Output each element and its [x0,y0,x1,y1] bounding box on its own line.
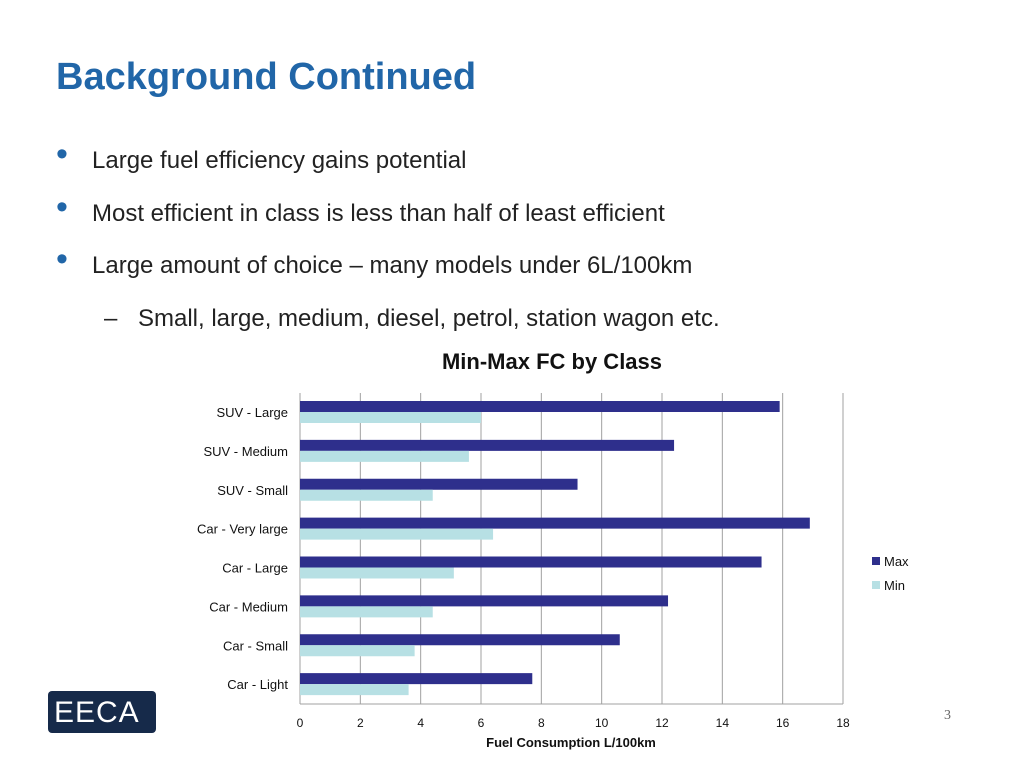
bar-min [300,412,481,423]
bar-max [300,634,620,646]
bar-min [300,684,409,696]
bar-max [300,517,810,529]
bullet-dot: • [56,135,68,173]
x-tick-label: 0 [297,716,304,730]
category-label: SUV - Small [217,483,288,498]
bullet-text: Large fuel efficiency gains potential [92,147,467,174]
category-label: SUV - Large [216,405,288,420]
category-label: Car - Medium [209,599,288,614]
bullet-dot: • [56,240,68,278]
legend-swatch [872,581,880,589]
category-label: SUV - Medium [203,444,288,459]
bar-min [300,567,454,579]
x-tick-label: 18 [836,716,850,730]
bar-max [300,556,762,568]
bullet-text: Most efficient in class is less than hal… [92,200,665,227]
category-label: Car - Large [222,561,288,576]
dash-marker: – [104,305,118,332]
bar-min [300,450,469,462]
slide-title: Background Continued [56,56,477,98]
bar-max [300,439,675,451]
legend-swatch [872,557,880,565]
bullet-text: Large amount of choice – many models und… [92,252,693,279]
bar-min [300,528,494,540]
sub-bullet-text: Small, large, medium, diesel, petrol, st… [138,305,720,332]
bar-max [300,595,669,607]
x-tick-label: 6 [478,716,485,730]
x-tick-label: 2 [357,716,364,730]
category-label: Car - Very large [197,522,288,537]
bar-min [300,489,433,501]
bar-min [300,645,415,657]
page-number: 3 [944,708,951,723]
bar-min [300,606,433,618]
x-tick-label: 16 [776,716,790,730]
bar-max [300,673,533,685]
chart-title: Min-Max FC by Class [442,349,662,374]
x-axis-label: Fuel Consumption L/100km [486,735,656,750]
category-label: Car - Light [227,677,288,692]
x-tick-label: 8 [538,716,545,730]
bar-max [300,401,780,412]
bullet-dot: • [56,188,68,226]
category-label: Car - Small [223,638,288,653]
bar-max [300,478,578,490]
logo-text: EECA [54,696,140,729]
eeca-logo: EECA [48,691,156,733]
legend-label: Max [884,554,909,569]
x-tick-label: 12 [655,716,669,730]
x-tick-label: 4 [417,716,424,730]
x-tick-label: 10 [595,716,609,730]
x-tick-label: 14 [716,716,730,730]
legend-label: Min [884,578,905,593]
